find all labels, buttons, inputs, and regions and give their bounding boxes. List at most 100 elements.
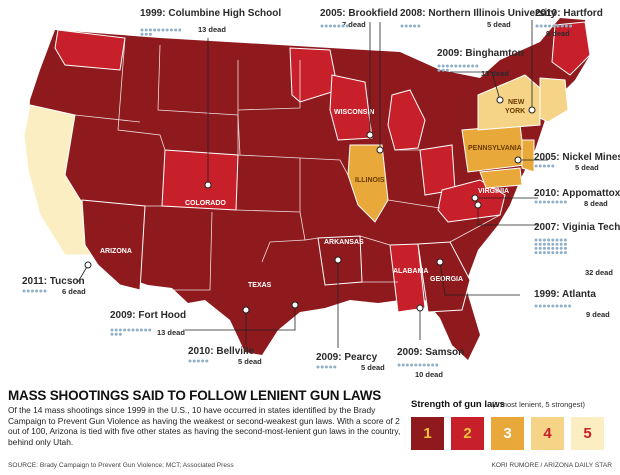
svg-text:2010: Bellville: 2010: Bellville (188, 346, 255, 357)
victim-dot (559, 200, 563, 204)
victim-dot (414, 363, 418, 367)
victim-dot (551, 238, 555, 242)
victim-dot (445, 68, 449, 72)
victim-dot (140, 32, 144, 36)
event-atlanta: 1999: Atlanta 9 dead (534, 289, 610, 319)
victim-dot (548, 24, 552, 28)
victim-dot (405, 363, 409, 367)
marker-samson (416, 304, 424, 312)
victim-dot (127, 328, 131, 332)
victim-dot (320, 24, 324, 28)
victim-dot (39, 289, 43, 293)
victim-dot (475, 64, 479, 68)
event-samson: 2009: Samson 10 dead (397, 347, 464, 379)
victim-dot (401, 363, 405, 367)
victim-dot (542, 242, 546, 246)
victim-dot (556, 24, 560, 28)
victim-dot (462, 64, 466, 68)
victim-dot (148, 328, 152, 332)
victim-dots-nickelmines (534, 164, 555, 168)
victim-dot (205, 359, 209, 363)
victim-dot (551, 242, 555, 246)
svg-text:1999: Atlanta: 1999: Atlanta (534, 289, 596, 300)
state-label-wisconsin: WISCONSIN (334, 109, 374, 116)
victim-dot (555, 251, 559, 255)
marker-nickelmines (514, 156, 522, 164)
state-label-pennsylvania: PENNSYLVANIA (468, 145, 522, 152)
legend-swatch-3: 3 (491, 417, 524, 450)
victim-dot (333, 365, 337, 369)
victim-dot (551, 246, 555, 250)
victim-dot (324, 24, 328, 28)
credit-line: KORI RUMORE / ARIZONA DAILY STAR (491, 462, 612, 469)
victim-dot (110, 328, 114, 332)
victim-dots-brookfield (320, 24, 349, 28)
victim-dot (542, 200, 546, 204)
victim-dot (534, 246, 538, 250)
svg-text:2009: Binghamton: 2009: Binghamton (437, 48, 524, 59)
svg-text:2009: Samson: 2009: Samson (397, 347, 464, 358)
victim-dot (559, 246, 563, 250)
state-newjersey (521, 139, 535, 173)
victim-dot (538, 304, 542, 308)
source-line: SOURCE: Brady Campaign to Prevent Gun Vi… (8, 462, 234, 469)
state-label-newyork-2: YORK (505, 108, 525, 115)
victim-dot (547, 246, 551, 250)
victim-dots-appomattox (534, 200, 567, 204)
victim-dot (534, 238, 538, 242)
svg-text:7 dead: 7 dead (342, 20, 366, 29)
victim-dot (328, 24, 332, 28)
victim-dot (35, 289, 39, 293)
victim-dot (188, 359, 192, 363)
svg-text:8 dead: 8 dead (584, 199, 608, 208)
victim-dot (535, 24, 539, 28)
victim-dot (542, 164, 546, 168)
victim-dots-vatech (534, 238, 567, 255)
event-tucson: 2011: Tucson 6 dead (22, 276, 86, 296)
victim-dot (153, 28, 157, 32)
victim-dot (140, 28, 144, 32)
event-niu: 2008: Northern Illinois University 5 dea… (400, 8, 557, 29)
victim-dot (454, 64, 458, 68)
victim-dot (165, 28, 169, 32)
victim-dots-tucson (22, 289, 47, 293)
victim-dot (144, 32, 148, 36)
marker-columbine (204, 181, 212, 189)
victim-dot (410, 363, 414, 367)
victim-dot (131, 328, 135, 332)
victim-dot (397, 363, 401, 367)
victim-dot (201, 359, 205, 363)
victim-dot (466, 64, 470, 68)
victim-dot (538, 246, 542, 250)
marker-tucson (84, 261, 92, 269)
victim-dot (144, 328, 148, 332)
victim-dot (445, 64, 449, 68)
victim-dot (551, 164, 555, 168)
victim-dot (114, 332, 118, 336)
state-label-arkansas: ARKANSAS (324, 239, 364, 246)
state-minnesota (289, 47, 339, 103)
marker-vatech (474, 201, 482, 209)
victim-dot (118, 332, 122, 336)
victim-dot (547, 251, 551, 255)
svg-text:2011: Tucson: 2011: Tucson (22, 276, 85, 287)
victim-dot (192, 359, 196, 363)
victim-dot (559, 238, 563, 242)
victim-dot (555, 246, 559, 250)
victim-dots-hartford (535, 24, 573, 28)
victim-dots-columbine (140, 28, 182, 36)
victim-dots-bellville (188, 359, 209, 363)
victim-dot (559, 304, 563, 308)
victim-dot (547, 200, 551, 204)
state-label-arizona: ARIZONA (100, 248, 132, 255)
victim-dot (542, 304, 546, 308)
victim-dot (144, 28, 148, 32)
victim-dots-niu (400, 24, 421, 28)
victim-dot (22, 289, 26, 293)
victim-dot (43, 289, 47, 293)
state-alabama (389, 243, 426, 313)
victim-dot (551, 200, 555, 204)
victim-dot (543, 24, 547, 28)
marker-binghamton (496, 96, 504, 104)
victim-dot (417, 24, 421, 28)
